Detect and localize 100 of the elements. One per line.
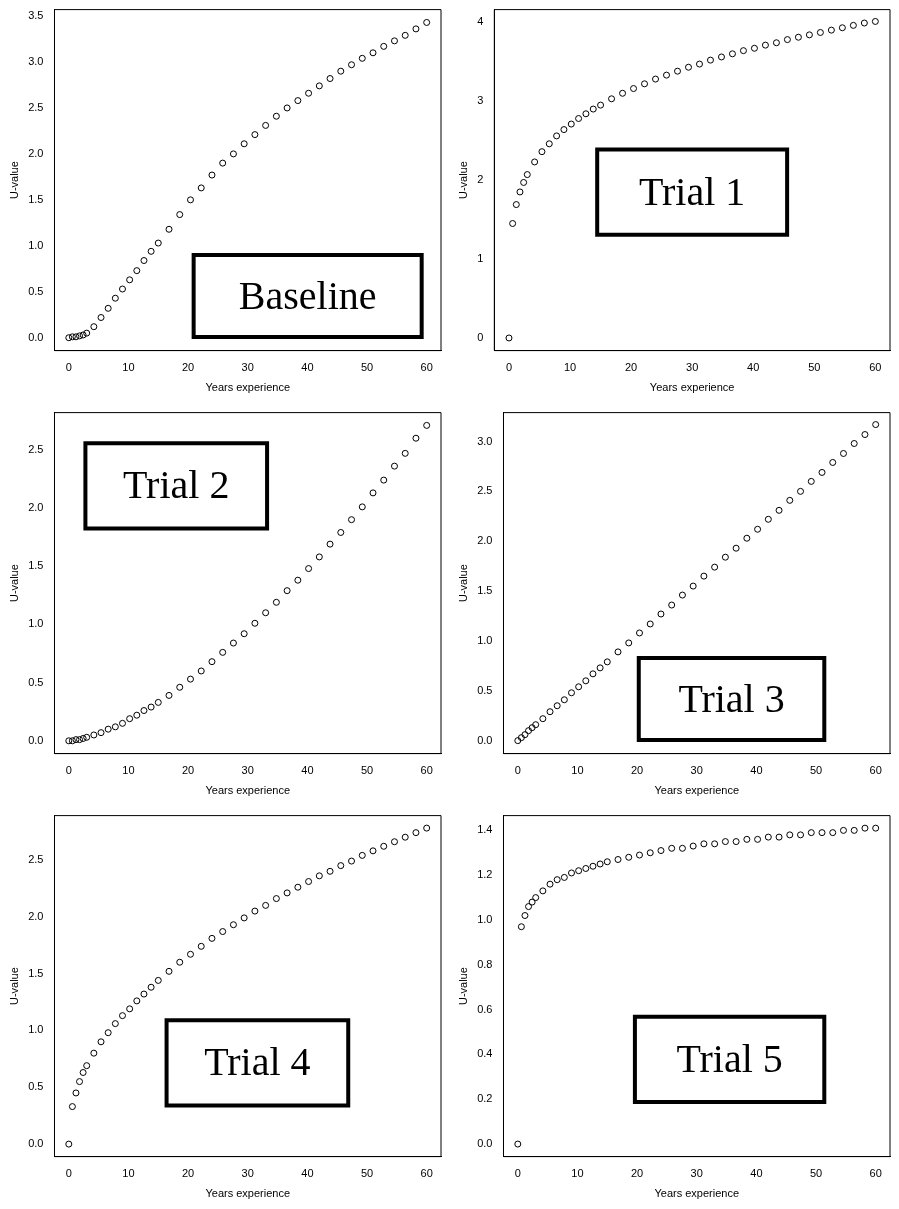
point [711, 840, 719, 848]
x-tick-label: 40 [750, 1167, 763, 1180]
point [608, 95, 616, 103]
point [176, 683, 184, 691]
point [538, 148, 546, 156]
point [90, 323, 98, 331]
point [772, 39, 780, 47]
point [850, 826, 858, 834]
x-tick-label: 60 [420, 1167, 433, 1180]
point [83, 1062, 91, 1070]
x-tick-label: 30 [690, 764, 703, 777]
point [839, 449, 847, 457]
x-tick-label: 10 [122, 764, 135, 777]
point [72, 333, 80, 341]
point [369, 49, 377, 57]
point [625, 639, 633, 647]
point [567, 689, 575, 697]
point [539, 887, 547, 895]
point [104, 304, 112, 312]
point [663, 71, 671, 79]
point [525, 903, 533, 911]
point [111, 723, 119, 731]
point [717, 53, 725, 61]
y-tick-label: 2.0 [28, 146, 44, 159]
x-axis-title: Years experience [205, 784, 291, 797]
point [251, 907, 259, 915]
x-tick-label: 0 [514, 1167, 521, 1180]
point [165, 967, 173, 975]
point [646, 620, 654, 628]
point [732, 838, 740, 846]
x-tick-label: 50 [809, 1167, 823, 1180]
y-tick-label: 1.2 [477, 868, 493, 881]
y-tick-label: 0.8 [477, 957, 493, 970]
point [186, 675, 194, 683]
point [614, 856, 622, 864]
point [603, 858, 611, 866]
point [743, 534, 751, 542]
point [764, 515, 772, 523]
point [294, 883, 302, 891]
point [786, 831, 794, 839]
point [775, 506, 783, 514]
point [582, 110, 590, 118]
point [176, 958, 184, 966]
point [630, 85, 638, 93]
point [401, 833, 409, 841]
point [219, 159, 227, 167]
point [786, 496, 794, 504]
y-tick-label: 0.0 [477, 733, 493, 746]
x-tick-label: 40 [301, 1167, 314, 1180]
x-tick-label: 20 [181, 764, 195, 777]
y-tick-label: 3.0 [28, 55, 44, 68]
point [104, 1029, 112, 1037]
point [380, 842, 388, 850]
x-tick-label: 0 [505, 361, 513, 374]
point [147, 247, 155, 255]
x-tick-label: 0 [65, 361, 72, 374]
x-tick-label: 50 [360, 361, 374, 374]
point [197, 184, 205, 192]
point [337, 528, 345, 536]
point [97, 1038, 105, 1046]
point [111, 294, 119, 302]
y-tick-label: 1.0 [28, 238, 44, 251]
point [582, 677, 590, 685]
x-tick-label: 0 [65, 1167, 72, 1180]
x-tick-label: 60 [420, 361, 433, 374]
point [807, 829, 815, 837]
point [358, 54, 366, 62]
point [860, 19, 868, 27]
point [326, 540, 334, 548]
point [829, 829, 837, 837]
point [827, 26, 835, 34]
point [208, 658, 216, 666]
x-axis-title: Years experience [654, 784, 740, 797]
y-axis-title: U-value [7, 161, 20, 200]
point [528, 898, 536, 906]
y-axis-title: U-value [456, 564, 469, 603]
x-tick-label: 50 [360, 1167, 374, 1180]
point [90, 731, 98, 739]
point [423, 421, 431, 429]
point [545, 140, 553, 148]
point [652, 75, 660, 83]
y-tick-label: 3 [477, 94, 484, 107]
y-tick-label: 0.0 [477, 1137, 493, 1150]
x-tick-label: 30 [241, 361, 254, 374]
point [567, 120, 575, 128]
point [240, 630, 248, 638]
point [229, 150, 237, 158]
point [229, 921, 237, 929]
point [839, 826, 847, 834]
point [305, 565, 313, 573]
point [695, 60, 703, 68]
point [678, 591, 686, 599]
point [283, 889, 291, 897]
point [521, 912, 529, 920]
y-tick-label: 0.4 [477, 1047, 493, 1060]
point [147, 703, 155, 711]
point [390, 37, 398, 45]
point [818, 468, 826, 476]
y-tick-label: 1.5 [477, 584, 493, 597]
point [619, 89, 627, 97]
